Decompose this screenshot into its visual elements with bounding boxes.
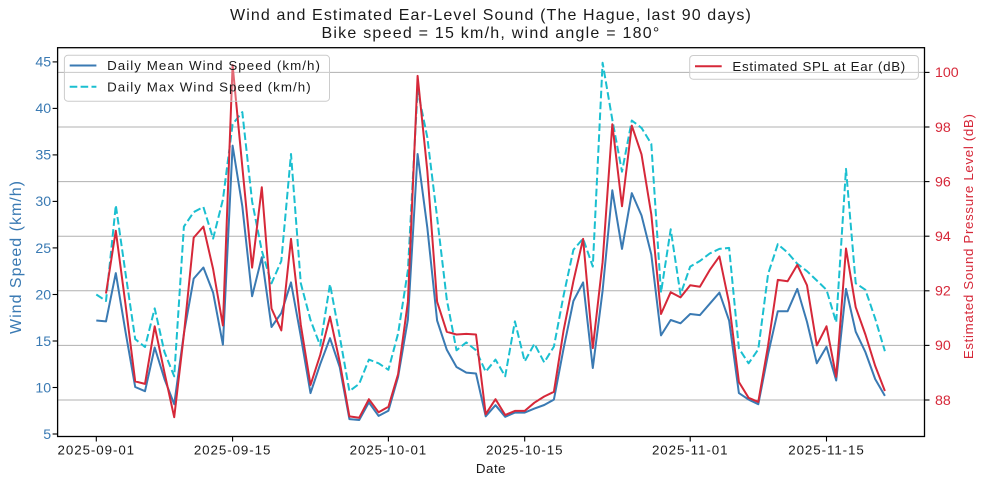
svg-text:100: 100 — [935, 65, 959, 81]
svg-text:Date: Date — [476, 461, 506, 476]
svg-text:Wind and Estimated Ear-Level S: Wind and Estimated Ear-Level Sound (The … — [230, 7, 752, 24]
svg-text:45: 45 — [35, 55, 51, 71]
svg-text:Wind Speed (km/h): Wind Speed (km/h) — [8, 180, 25, 334]
svg-text:15: 15 — [35, 334, 51, 350]
svg-text:35: 35 — [35, 148, 51, 164]
svg-text:Estimated Sound Pressure Level: Estimated Sound Pressure Level (dB) — [961, 113, 976, 359]
svg-text:5: 5 — [43, 427, 51, 443]
svg-text:Bike speed = 15 km/h, wind ang: Bike speed = 15 km/h, wind angle = 180° — [321, 25, 660, 42]
svg-text:92: 92 — [935, 284, 951, 300]
svg-text:2025-09-01: 2025-09-01 — [58, 443, 135, 458]
svg-text:2025-11-15: 2025-11-15 — [788, 443, 865, 458]
svg-text:2025-10-15: 2025-10-15 — [486, 443, 563, 458]
svg-text:10: 10 — [35, 380, 51, 396]
svg-text:25: 25 — [35, 241, 51, 257]
svg-text:88: 88 — [935, 393, 951, 409]
svg-text:Daily Mean Wind Speed (km/h): Daily Mean Wind Speed (km/h) — [107, 58, 321, 73]
svg-text:2025-09-15: 2025-09-15 — [194, 443, 271, 458]
svg-text:90: 90 — [935, 338, 951, 354]
svg-text:30: 30 — [35, 194, 51, 210]
svg-text:94: 94 — [935, 229, 951, 245]
svg-text:20: 20 — [35, 287, 51, 303]
svg-text:Estimated SPL at Ear (dB): Estimated SPL at Ear (dB) — [732, 59, 906, 74]
svg-text:96: 96 — [935, 174, 951, 190]
svg-text:2025-11-01: 2025-11-01 — [652, 443, 729, 458]
svg-text:Daily Max Wind Speed (km/h): Daily Max Wind Speed (km/h) — [107, 80, 312, 95]
svg-text:98: 98 — [935, 120, 951, 136]
svg-text:2025-10-01: 2025-10-01 — [350, 443, 427, 458]
svg-text:40: 40 — [35, 101, 51, 117]
